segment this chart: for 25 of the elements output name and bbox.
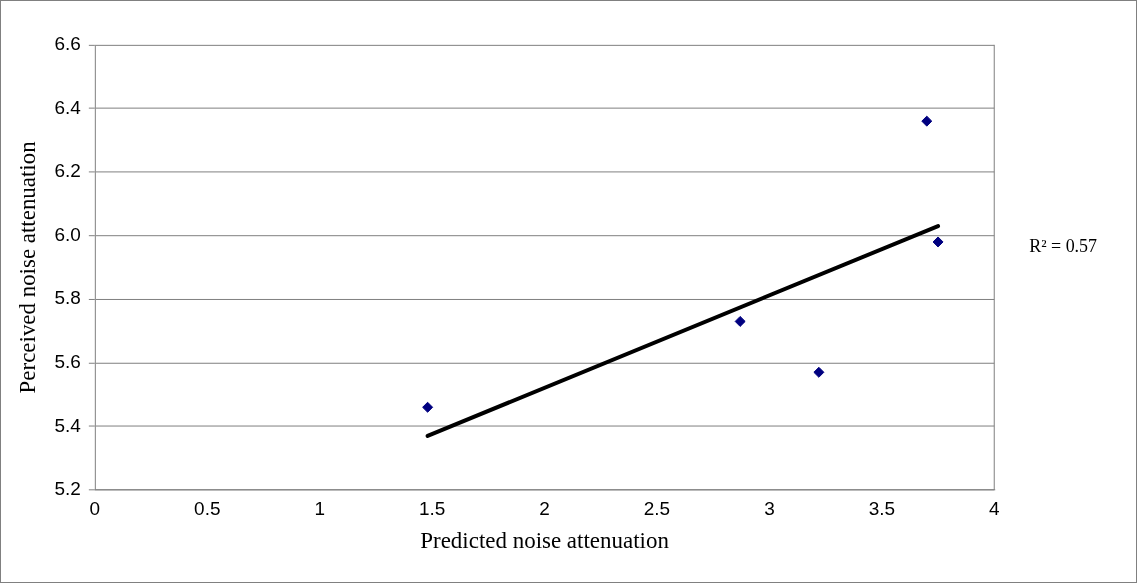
y-tick-label: 5.4 <box>54 414 81 436</box>
x-tick-label: 3.5 <box>868 498 895 520</box>
x-tick-label: 1.5 <box>418 498 446 520</box>
x-tick-label: 1 <box>314 498 325 520</box>
y-tick-label: 6.6 <box>54 33 81 55</box>
point <box>921 115 933 127</box>
text: R² = 0.57 <box>1029 236 1098 257</box>
y-tick-label: 5.8 <box>54 287 81 309</box>
y-tick-label: 6.0 <box>54 223 81 245</box>
x-tick-label: 3 <box>764 498 775 520</box>
point <box>734 315 746 327</box>
y-tick-label: 6.4 <box>54 96 81 118</box>
point <box>422 401 434 413</box>
y-axis-title: Perceived noise attenuation <box>14 140 40 394</box>
y-tick-label: 6.2 <box>54 160 81 182</box>
x-tick-label: 0.5 <box>194 498 221 520</box>
point <box>813 366 825 378</box>
y-tick-label: 5.6 <box>54 350 81 372</box>
x-axis-title: Predicted noise attenuation <box>420 528 670 554</box>
point <box>932 236 944 248</box>
x-tick-label: 0 <box>89 498 101 520</box>
x-tick-label: 4 <box>988 498 1000 520</box>
y-tick-label: 5.2 <box>54 478 81 500</box>
x-tick-label: 2 <box>539 498 550 520</box>
x-tick-label: 2.5 <box>643 498 671 520</box>
